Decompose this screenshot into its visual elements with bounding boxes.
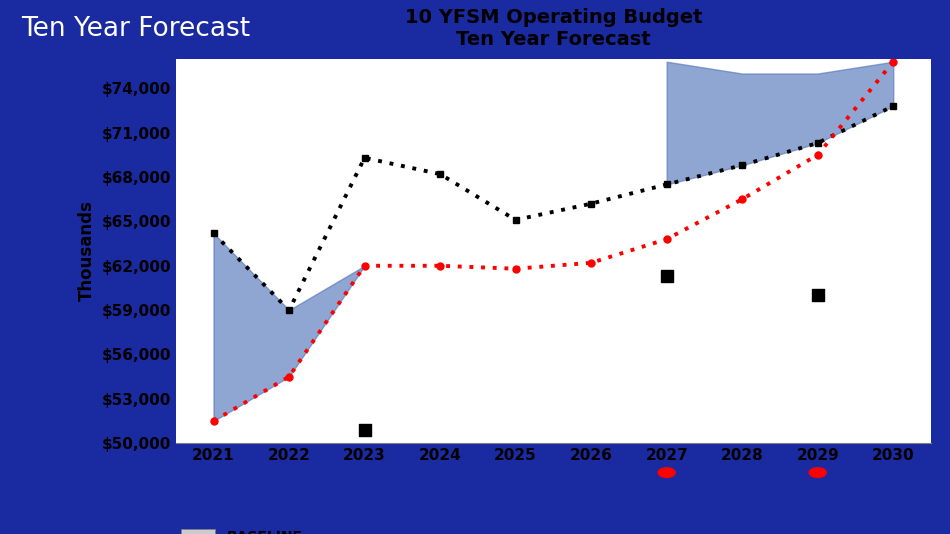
Point	[659, 272, 674, 280]
Title: 10 YFSM Operating Budget
Ten Year Forecast: 10 YFSM Operating Budget Ten Year Foreca…	[405, 8, 702, 49]
Point	[357, 426, 372, 434]
Text: Ten Year Forecast: Ten Year Forecast	[21, 16, 250, 42]
Y-axis label: Thousands: Thousands	[78, 201, 96, 301]
Point	[810, 291, 826, 300]
Legend: BASELINE, PROJECTED SHORTFALL: BASELINE, PROJECTED SHORTFALL	[175, 523, 415, 534]
